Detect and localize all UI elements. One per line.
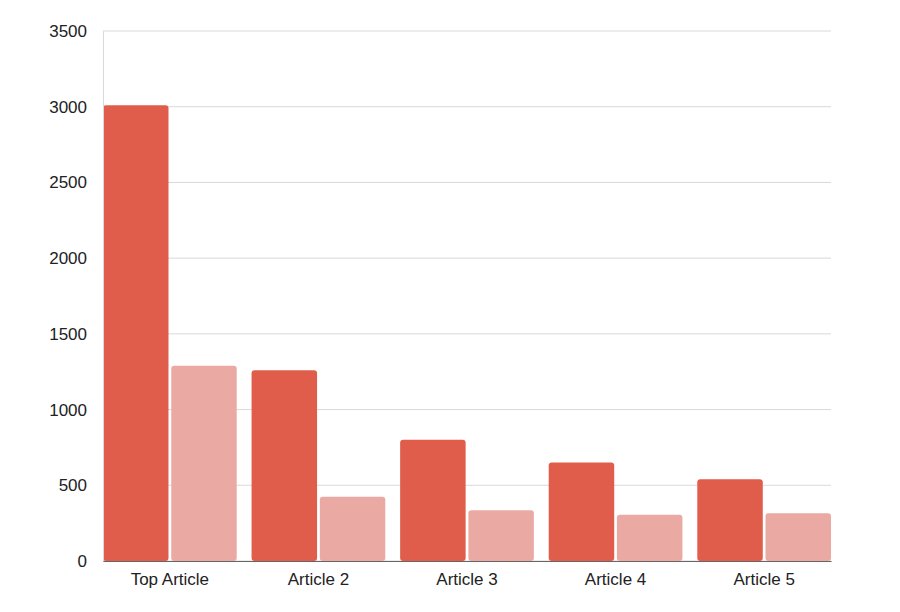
y-tick: 500: [59, 476, 103, 495]
x-tick: Article 5: [733, 561, 794, 589]
y-tick: 1000: [49, 401, 103, 420]
x-tick: Top Article: [131, 561, 209, 589]
y-tick: 2000: [49, 249, 103, 268]
bar: [766, 513, 831, 561]
chart-svg: 0 500 1000 1500 2000 2500 3000 3500 Top Article A…: [0, 0, 900, 612]
y-tick-label: 1500: [49, 325, 87, 344]
bar: [400, 440, 465, 561]
y-tick: 0: [78, 552, 103, 571]
y-tick-label: 1000: [49, 401, 87, 420]
y-tick-label: 3000: [49, 98, 87, 117]
grid-line: [103, 31, 831, 32]
x-tick: Article 3: [436, 561, 497, 589]
bar: [171, 366, 236, 561]
y-tick-label: 2500: [49, 173, 87, 192]
y-axis: 0 500 1000 1500 2000 2500 3000 3500: [49, 22, 103, 571]
x-tick-label: Article 2: [288, 570, 349, 589]
y-tick-label: 0: [78, 552, 87, 571]
y-tick: 3500: [49, 22, 103, 41]
bar: [549, 463, 614, 561]
x-tick-label: Article 5: [733, 570, 794, 589]
y-tick: 1500: [49, 325, 103, 344]
grid-line: [103, 258, 831, 259]
bar: [468, 510, 533, 561]
bar: [103, 105, 168, 561]
grid-line: [103, 106, 831, 107]
y-tick-label: 500: [59, 476, 87, 495]
bar: [252, 370, 317, 561]
x-axis: Top Article Article 2 Article 3 Article 4 Ar…: [104, 561, 832, 589]
x-tick: Article 4: [585, 561, 646, 589]
chart-container: 0 500 1000 1500 2000 2500 3000 3500 Top Article A…: [0, 0, 900, 612]
grid-line: [103, 182, 831, 183]
bar: [617, 515, 682, 561]
x-tick-label: Article 4: [585, 570, 646, 589]
grid: [103, 31, 831, 561]
y-axis-line: [103, 32, 104, 562]
x-tick-label: Article 3: [436, 570, 497, 589]
y-tick: 2500: [49, 173, 103, 192]
bar: [697, 479, 762, 561]
y-tick: 3000: [49, 98, 103, 117]
x-tick: Article 2: [288, 561, 349, 589]
y-tick-label: 3500: [49, 22, 87, 41]
plot: 0 500 1000 1500 2000 2500 3000 3500 Top Article A…: [49, 22, 831, 589]
x-tick-label: Top Article: [131, 570, 209, 589]
bar: [320, 497, 385, 561]
y-tick-label: 2000: [49, 249, 87, 268]
x-axis-line: [104, 561, 832, 562]
grid-line: [103, 333, 831, 334]
bars: [103, 105, 831, 561]
